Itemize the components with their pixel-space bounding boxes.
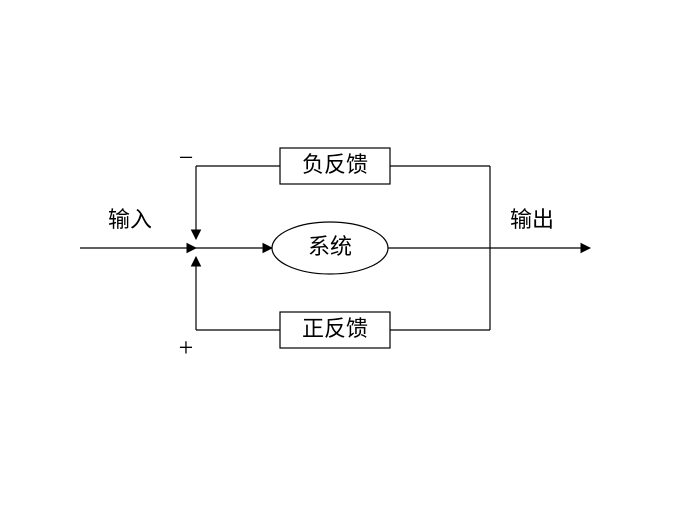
plus-sign: + bbox=[179, 333, 194, 362]
neg-feedback-label: 负反馈 bbox=[302, 152, 368, 177]
system-label: 系统 bbox=[308, 234, 352, 259]
input-label: 输入 bbox=[108, 207, 152, 232]
pos-feedback-label: 正反馈 bbox=[302, 316, 368, 341]
minus-sign: − bbox=[179, 143, 194, 172]
output-label: 输出 bbox=[510, 207, 554, 232]
